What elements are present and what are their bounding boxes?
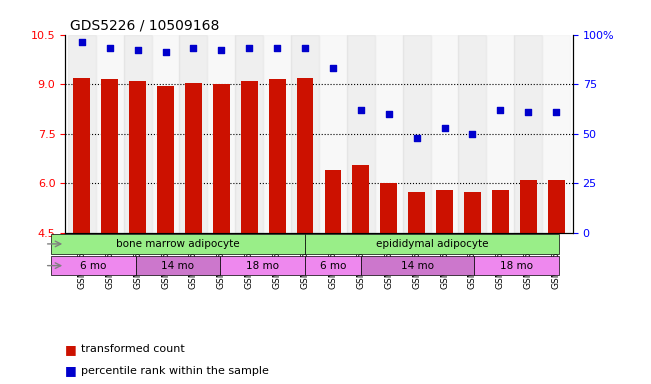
FancyBboxPatch shape	[51, 256, 135, 275]
Point	[160, 50, 171, 56]
FancyBboxPatch shape	[220, 256, 305, 275]
Point	[244, 45, 255, 51]
Text: 18 mo: 18 mo	[500, 261, 533, 271]
Text: 6 mo: 6 mo	[80, 261, 107, 271]
Point	[77, 40, 87, 46]
Point	[411, 135, 422, 141]
Bar	[213, 84, 230, 233]
Point	[551, 109, 561, 115]
Bar	[319, 35, 347, 233]
Bar	[208, 35, 235, 233]
Bar	[403, 35, 430, 233]
Bar	[458, 35, 486, 233]
FancyBboxPatch shape	[135, 256, 220, 275]
Bar	[180, 35, 208, 233]
Bar	[542, 35, 570, 233]
Bar	[492, 190, 508, 233]
Point	[272, 45, 283, 51]
Bar	[297, 78, 313, 233]
Point	[300, 45, 311, 51]
Bar	[102, 79, 118, 233]
Bar	[547, 180, 564, 233]
Text: transformed count: transformed count	[81, 344, 185, 354]
Text: 14 mo: 14 mo	[401, 261, 434, 271]
Point	[383, 111, 394, 117]
Bar	[375, 35, 403, 233]
Bar	[514, 35, 542, 233]
Point	[495, 107, 506, 113]
Point	[439, 125, 450, 131]
Bar	[269, 79, 286, 233]
Point	[355, 107, 366, 113]
Bar	[157, 86, 174, 233]
Bar	[185, 83, 202, 233]
Bar	[352, 165, 369, 233]
Bar	[235, 35, 263, 233]
Bar	[130, 81, 146, 233]
Bar	[408, 192, 425, 233]
Bar	[96, 35, 124, 233]
Bar	[347, 35, 375, 233]
Bar	[380, 184, 397, 233]
Bar	[436, 190, 453, 233]
Bar	[74, 78, 90, 233]
FancyBboxPatch shape	[305, 256, 361, 275]
Text: ■: ■	[65, 343, 77, 356]
Text: bone marrow adipocyte: bone marrow adipocyte	[116, 239, 240, 249]
Text: GDS5226 / 10509168: GDS5226 / 10509168	[70, 18, 219, 32]
Text: percentile rank within the sample: percentile rank within the sample	[81, 366, 270, 376]
FancyBboxPatch shape	[305, 234, 559, 254]
Bar	[325, 170, 341, 233]
Bar	[263, 35, 291, 233]
Bar	[486, 35, 514, 233]
Point	[327, 65, 338, 71]
Bar	[464, 192, 481, 233]
Point	[188, 45, 199, 51]
Text: 6 mo: 6 mo	[320, 261, 346, 271]
Text: 14 mo: 14 mo	[161, 261, 195, 271]
Bar	[520, 180, 536, 233]
Bar	[124, 35, 152, 233]
Text: epididymal adipocyte: epididymal adipocyte	[376, 239, 488, 249]
Bar	[68, 35, 96, 233]
Bar	[241, 81, 258, 233]
Point	[523, 109, 533, 115]
Bar	[430, 35, 458, 233]
Point	[216, 47, 227, 53]
Point	[105, 45, 115, 51]
FancyBboxPatch shape	[474, 256, 559, 275]
Point	[467, 131, 478, 137]
Text: ■: ■	[65, 364, 77, 377]
FancyBboxPatch shape	[361, 256, 474, 275]
Text: 18 mo: 18 mo	[246, 261, 279, 271]
Point	[132, 47, 143, 53]
Bar	[152, 35, 180, 233]
Bar	[291, 35, 319, 233]
FancyBboxPatch shape	[51, 234, 305, 254]
